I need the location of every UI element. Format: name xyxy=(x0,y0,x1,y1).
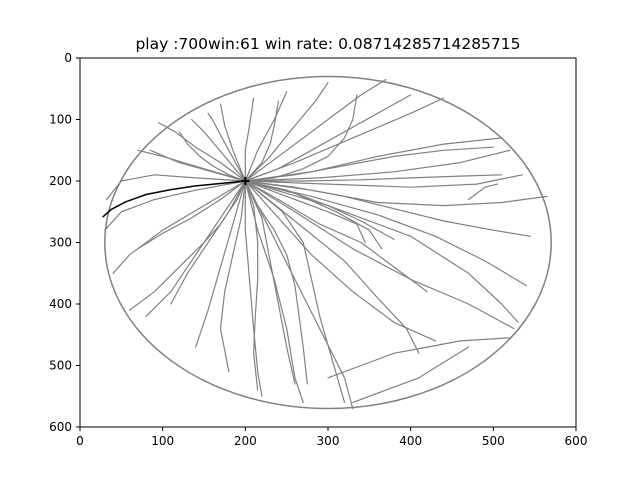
x-tick-label: 400 xyxy=(399,434,422,448)
trajectory-line-t23 xyxy=(104,180,246,231)
trajectory-line-t2 xyxy=(191,118,246,182)
trajectory-line-t24 xyxy=(105,174,246,201)
y-tick-label: 100 xyxy=(49,113,72,127)
trajectory-line-t27 xyxy=(244,180,428,293)
y-tick-label: 600 xyxy=(49,420,72,434)
trajectory-line-t35 xyxy=(244,94,412,182)
y-tick-label: 300 xyxy=(49,236,72,250)
trajectory-line-t43 xyxy=(244,180,346,403)
trajectory-line-t32 xyxy=(170,180,246,305)
trajectory-line-t26 xyxy=(149,149,246,182)
trajectory-line-t29 xyxy=(244,180,420,354)
trajectory-line-t19 xyxy=(244,180,263,397)
trajectory-line-t7 xyxy=(244,78,387,182)
x-tick-label: 200 xyxy=(234,434,257,448)
trajectory-line-t28 xyxy=(244,180,515,330)
axes: 0 100 200 300 400 500 600 0 100 200 300 400 500 600 xyxy=(49,51,587,448)
x-tick-label: 300 xyxy=(317,434,340,448)
highlight-trajectory-line xyxy=(102,180,247,218)
trajectory-line-t40 xyxy=(244,180,519,323)
y-tick-label: 200 xyxy=(49,174,72,188)
trajectory-line-t5 xyxy=(244,91,288,182)
trajectory-line-t22 xyxy=(112,180,246,274)
plot-area xyxy=(80,58,576,427)
trajectory-line-t47 xyxy=(244,94,358,182)
trajectory-line-t49 xyxy=(207,112,246,182)
x-tick-label: 500 xyxy=(482,434,505,448)
trajectory-line-t39 xyxy=(244,180,528,287)
x-tick-label: 0 xyxy=(76,434,84,448)
trajectory-line-t3 xyxy=(219,103,246,182)
trajectory-line-t9 xyxy=(244,137,503,182)
trajectory-line-t20 xyxy=(195,180,246,348)
y-tick-label: 500 xyxy=(49,359,72,373)
trajectory-line-t50 xyxy=(244,180,308,385)
trajectory-line-t34 xyxy=(244,100,279,182)
y-tick-label: 400 xyxy=(49,297,72,311)
trajectory-line-t38 xyxy=(244,180,532,237)
trajectory-line-t4 xyxy=(244,97,255,182)
trajectory-line-t21 xyxy=(145,180,246,317)
plot-marks xyxy=(102,75,552,410)
trajectory-line-t11 xyxy=(244,174,523,188)
trajectory-line-t16 xyxy=(244,180,437,342)
chart-title: play :700win:61 win rate: 0.087142857142… xyxy=(135,35,520,53)
trajectory-line-t46 xyxy=(467,183,499,201)
trajectory-line-t31 xyxy=(219,180,246,373)
trajectory-line-t10 xyxy=(244,149,511,182)
trajectory-line-t17 xyxy=(244,180,354,410)
trajectory-line-t45 xyxy=(352,346,470,403)
trajectory-line-t6 xyxy=(244,81,329,182)
trajectory-line-t48 xyxy=(178,131,246,182)
start-point-marker xyxy=(241,177,250,185)
trajectory-line-t37 xyxy=(244,174,503,182)
x-tick-label: 100 xyxy=(151,434,174,448)
trajectory-line-t44 xyxy=(327,337,511,379)
trajectory-line-t30 xyxy=(244,180,296,385)
trajectory-line-t1 xyxy=(157,121,246,182)
boundary-ellipse xyxy=(104,75,552,410)
x-tick-label: 600 xyxy=(565,434,588,448)
trajectory-line-t41 xyxy=(129,180,246,311)
trajectory-line-t36 xyxy=(244,146,494,182)
trajectory-line-t42 xyxy=(244,180,259,391)
trajectory-line-t33 xyxy=(137,180,246,250)
y-tick-label: 0 xyxy=(64,51,72,65)
trajectory-line-t14 xyxy=(244,180,366,244)
